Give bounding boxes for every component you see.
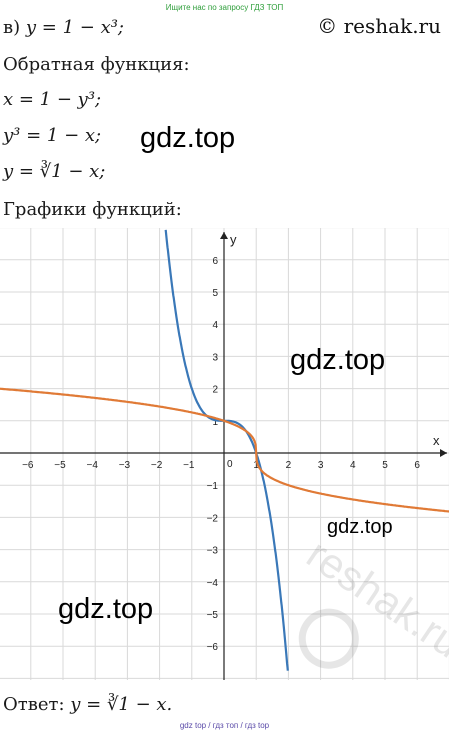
x-axis-label: x — [433, 433, 440, 448]
y-tick-label: −6 — [207, 642, 219, 653]
x-tick-label: 3 — [318, 460, 324, 471]
given-function: y = 1 − x³; — [25, 17, 124, 38]
x-tick-label: −3 — [119, 460, 131, 471]
y-tick-label: −4 — [207, 578, 219, 589]
watermark-gdz: gdz.top — [290, 344, 386, 376]
y-tick-label: −5 — [207, 610, 219, 621]
x-tick-label: −6 — [22, 460, 34, 471]
answer-label: Ответ: — [3, 694, 65, 715]
curves — [0, 229, 449, 671]
x-tick-label: 4 — [350, 460, 356, 471]
search-hint-link[interactable]: Ищите нас по запросу ГДЗ ТОП — [165, 3, 284, 12]
step-1: x = 1 − y³; — [3, 89, 102, 110]
y-tick-label: 6 — [212, 256, 218, 267]
answer-line: Ответ: y = ∛1 − x. — [3, 694, 172, 715]
x-tick-label: −5 — [54, 460, 66, 471]
answer-value: y = ∛1 − x. — [70, 694, 173, 715]
inverse-heading: Обратная функция: — [3, 54, 190, 75]
watermark-gdz: gdz.top — [140, 122, 236, 154]
watermark-gdz: gdz.top — [58, 593, 154, 625]
axes — [0, 232, 447, 680]
series-line-cube-root — [0, 387, 449, 513]
y-tick-label: 5 — [212, 288, 218, 299]
y-tick-label: 2 — [212, 385, 218, 396]
x-tick-label: 5 — [382, 460, 388, 471]
graphs-heading: Графики функций: — [3, 199, 182, 220]
x-tick-label: −1 — [183, 460, 195, 471]
y-tick-label: 3 — [212, 352, 218, 363]
y-axis-arrow — [220, 232, 228, 239]
x-tick-label: 6 — [414, 460, 420, 471]
y-tick-label: 1 — [212, 417, 218, 428]
y-axis-label: y — [230, 232, 237, 247]
x-tick-label: 2 — [286, 460, 292, 471]
x-axis-arrow — [440, 449, 447, 457]
footer-links[interactable]: gdz top / гдз топ / гдз top — [179, 721, 270, 730]
step-2: y³ = 1 − x; — [3, 125, 102, 146]
watermark-gdz: gdz.top — [327, 516, 393, 538]
y-tick-label: −1 — [207, 481, 219, 492]
problem-label: в) — [3, 17, 21, 38]
x-tick-label: −4 — [86, 460, 98, 471]
site-name: © reshak.ru — [317, 14, 441, 38]
x-tick-label: −2 — [151, 460, 163, 471]
series-line-cubic — [164, 229, 289, 671]
function-graph: −6 −5 −4 −3 −2 −1 1 2 3 4 5 6 −6 −5 −4 −3 −2 −1 1 2 3 4 5 6 x y… — [0, 228, 449, 680]
step-3: y = ∛1 − x; — [3, 161, 106, 182]
y-tick-label: −2 — [207, 513, 219, 524]
tick-labels: −6 −5 −4 −3 −2 −1 1 2 3 4 5 6 −6 −5 −4 −3 −2 −1 1 2 3 4 5 6 — [22, 256, 420, 653]
y-tick-label: 4 — [212, 320, 218, 331]
y-tick-label: −3 — [207, 546, 219, 557]
origin-label: 0 — [227, 459, 233, 470]
x-tick-label: 1 — [253, 460, 259, 471]
problem-line: в) y = 1 − x³; — [3, 17, 124, 38]
